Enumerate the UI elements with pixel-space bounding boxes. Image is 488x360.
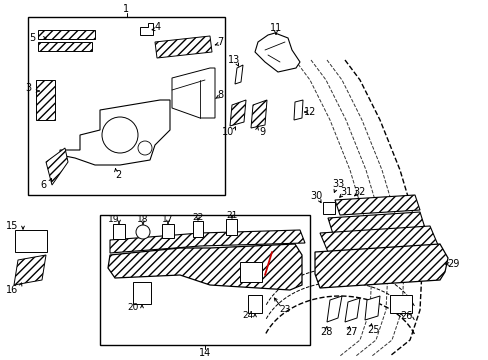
Polygon shape: [250, 100, 266, 128]
Text: 32: 32: [353, 187, 366, 197]
Text: 23: 23: [279, 306, 290, 315]
Text: 19: 19: [108, 215, 120, 224]
Text: 15: 15: [6, 221, 18, 231]
Text: 13: 13: [227, 55, 240, 65]
Text: 17: 17: [162, 215, 173, 224]
Polygon shape: [110, 230, 305, 253]
Polygon shape: [38, 30, 95, 39]
Bar: [133, 282, 151, 304]
Text: 9: 9: [259, 127, 264, 137]
Bar: [113, 224, 125, 239]
Text: 29: 29: [446, 259, 458, 269]
Polygon shape: [364, 296, 379, 320]
Polygon shape: [327, 212, 424, 234]
Text: 16: 16: [6, 285, 18, 295]
Polygon shape: [293, 100, 303, 120]
Bar: [28, 17, 224, 195]
Text: 33: 33: [331, 179, 344, 189]
Bar: [225, 219, 237, 235]
Text: 20: 20: [127, 302, 139, 311]
Bar: [323, 202, 334, 214]
Text: 6: 6: [40, 180, 46, 190]
Text: 18: 18: [137, 215, 148, 224]
Polygon shape: [254, 33, 299, 72]
Polygon shape: [60, 100, 170, 165]
Text: 1: 1: [123, 4, 129, 14]
Text: 28: 28: [319, 327, 331, 337]
Polygon shape: [172, 68, 215, 118]
Polygon shape: [155, 36, 212, 58]
Polygon shape: [46, 148, 68, 185]
Text: 21: 21: [226, 211, 237, 220]
Text: 30: 30: [309, 191, 322, 201]
Polygon shape: [229, 100, 245, 126]
Text: 27: 27: [345, 327, 358, 337]
Text: 24: 24: [242, 311, 253, 320]
Text: 12: 12: [303, 107, 316, 117]
Polygon shape: [345, 298, 359, 322]
Polygon shape: [319, 226, 437, 252]
Polygon shape: [314, 244, 447, 288]
Circle shape: [136, 225, 150, 239]
Bar: [100, 215, 309, 345]
Polygon shape: [326, 296, 341, 322]
Text: 25: 25: [367, 325, 380, 335]
Circle shape: [138, 141, 152, 155]
Text: 11: 11: [269, 23, 282, 33]
Polygon shape: [235, 65, 243, 84]
Polygon shape: [140, 23, 153, 35]
Polygon shape: [36, 80, 55, 120]
Text: 2: 2: [115, 170, 121, 180]
Bar: [389, 295, 411, 313]
Text: 22: 22: [192, 212, 203, 221]
Polygon shape: [14, 255, 46, 285]
Text: 8: 8: [217, 90, 223, 100]
Text: 10: 10: [222, 127, 234, 137]
Polygon shape: [38, 42, 92, 51]
Bar: [240, 262, 262, 282]
Bar: [162, 224, 174, 238]
Bar: [247, 295, 262, 313]
Bar: [15, 230, 47, 252]
Text: 3: 3: [25, 83, 31, 93]
Text: 14: 14: [199, 348, 211, 358]
Polygon shape: [108, 244, 302, 290]
Text: 26: 26: [399, 311, 411, 321]
Text: 31: 31: [339, 187, 351, 197]
Text: 7: 7: [217, 37, 223, 47]
Text: 4: 4: [155, 22, 161, 32]
Text: 5: 5: [29, 33, 35, 43]
Polygon shape: [334, 195, 419, 215]
Circle shape: [102, 117, 138, 153]
Bar: [193, 221, 203, 237]
